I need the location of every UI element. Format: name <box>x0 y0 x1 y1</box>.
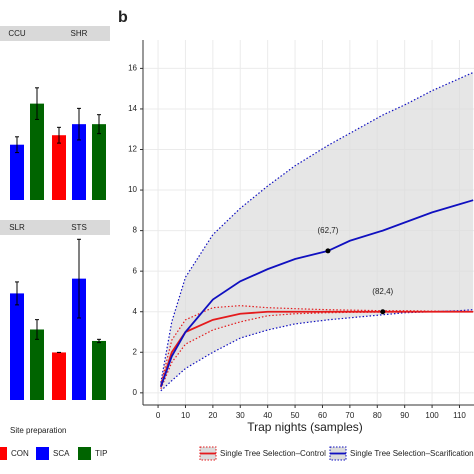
facet-header <box>0 220 48 235</box>
y-tick-label: 14 <box>128 104 137 113</box>
bar <box>92 340 106 400</box>
x-tick-label: 90 <box>400 411 409 420</box>
x-tick-label: 10 <box>181 411 190 420</box>
facet-header <box>48 220 110 235</box>
x-tick-label: 30 <box>236 411 245 420</box>
bar <box>10 144 24 200</box>
legend-key <box>36 447 49 460</box>
panel-label: b <box>118 9 128 26</box>
bar <box>72 278 86 400</box>
curve <box>159 199 474 388</box>
annotation-point <box>325 248 331 254</box>
y-tick-label: 12 <box>128 145 137 154</box>
facet-header <box>0 26 48 41</box>
facet-label: SHR <box>71 29 88 38</box>
x-tick-label: 110 <box>453 411 466 420</box>
x-tick-label: 0 <box>156 411 161 420</box>
bar <box>30 103 44 200</box>
facet-label: CCU <box>8 29 26 38</box>
facet-header <box>48 26 110 41</box>
bar <box>10 293 24 400</box>
y-tick-label: 4 <box>133 307 138 316</box>
x-axis-label: Trap nights (samples) <box>247 420 363 434</box>
bar <box>52 352 66 400</box>
ci-bound <box>160 71 474 383</box>
bar <box>92 124 106 200</box>
legend-label: CON <box>11 449 29 458</box>
legend-label: Single Tree Selection–Control <box>220 449 326 458</box>
legend-label: Single Tree Selection–Scarification <box>350 449 474 458</box>
x-tick-label: 60 <box>318 411 327 420</box>
legend-key <box>0 447 7 460</box>
curve <box>159 310 474 388</box>
legend-title: Site preparation <box>10 426 66 435</box>
bar <box>72 124 86 200</box>
legend-label: TIP <box>95 449 107 458</box>
bar <box>52 135 66 200</box>
legend-label: SCA <box>53 449 70 458</box>
y-tick-label: 8 <box>133 226 138 235</box>
y-tick-label: 16 <box>128 63 137 72</box>
annotation: (82,4) <box>372 287 393 296</box>
bar <box>30 329 44 400</box>
y-tick-label: 6 <box>133 266 138 275</box>
x-tick-label: 20 <box>208 411 217 420</box>
facet-label: SLR <box>9 223 25 232</box>
x-tick-label: 70 <box>345 411 354 420</box>
annotation-point <box>380 309 386 315</box>
y-tick-label: 10 <box>128 185 137 194</box>
x-tick-label: 40 <box>263 411 272 420</box>
annotation: (62,7) <box>318 226 339 235</box>
y-tick-label: 2 <box>133 347 138 356</box>
x-tick-label: 80 <box>373 411 382 420</box>
y-tick-label: 0 <box>133 388 138 397</box>
facet-label: STS <box>71 223 87 232</box>
legend-key <box>78 447 91 460</box>
ci-bound <box>160 309 474 392</box>
x-tick-label: 100 <box>425 411 439 420</box>
x-tick-label: 50 <box>291 411 300 420</box>
